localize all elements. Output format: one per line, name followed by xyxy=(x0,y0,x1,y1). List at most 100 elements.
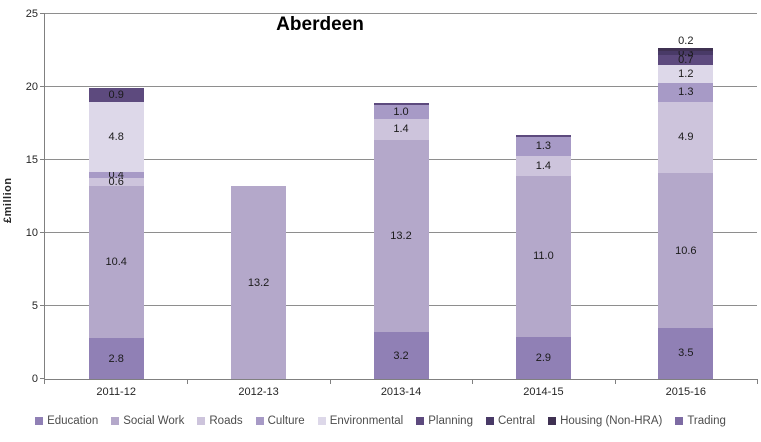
bar-segment xyxy=(658,50,714,55)
legend-item-roads: Roads xyxy=(197,415,243,427)
legend-item-culture: Culture xyxy=(255,415,305,427)
bar-segment xyxy=(658,47,714,51)
data-label: 1.0 xyxy=(393,105,409,118)
legend-item-environmental: Environmental xyxy=(317,415,404,427)
y-axis-tick xyxy=(40,305,45,306)
x-axis-tick xyxy=(187,379,189,384)
x-tick-label: 2012-13 xyxy=(238,386,279,398)
gridline xyxy=(45,13,757,14)
bar-segment xyxy=(515,336,571,379)
x-tick-label: 2013-14 xyxy=(380,386,422,398)
data-label: 13.2 xyxy=(247,276,270,289)
bar-segment xyxy=(515,136,571,156)
legend-item-trading: Trading xyxy=(675,415,726,427)
legend: Education Social Work Roads Culture Environm… xyxy=(0,415,761,427)
y-axis-line xyxy=(44,14,45,379)
bar-segment xyxy=(658,54,714,66)
legend-item-education: Education xyxy=(35,415,98,427)
legend-label: Roads xyxy=(209,415,243,427)
x-axis-tick xyxy=(329,379,331,384)
legend-label: Culture xyxy=(267,415,305,427)
bar-segment xyxy=(373,104,429,120)
x-axis-tick xyxy=(44,379,45,384)
data-label: 0.9 xyxy=(108,89,124,102)
bar-segment xyxy=(373,332,429,379)
data-label: 1.4 xyxy=(393,123,409,136)
data-label: 4.8 xyxy=(108,130,124,143)
data-label: 2.9 xyxy=(535,351,552,364)
data-label: 1.3 xyxy=(678,86,694,99)
data-label: 0.2 xyxy=(678,34,694,47)
y-axis-tick xyxy=(40,159,45,160)
y-tick-label: 20 xyxy=(25,81,38,93)
data-label: 2.8 xyxy=(108,352,124,365)
y-axis-tick xyxy=(40,232,45,233)
x-axis-tick xyxy=(614,379,616,384)
bar-segment xyxy=(88,101,144,172)
x-axis-tick xyxy=(472,379,474,384)
legend-swatch-icon xyxy=(111,417,120,425)
legend-item-housing-non-hra: Housing (Non-HRA) xyxy=(548,415,662,427)
data-label: 1.2 xyxy=(678,67,694,80)
y-tick-label: 5 xyxy=(31,300,38,312)
y-axis-tick xyxy=(40,378,45,379)
data-label: 4.9 xyxy=(678,131,694,144)
x-tick-label: 2011-12 xyxy=(96,386,136,398)
legend-swatch-icon xyxy=(675,417,684,425)
legend-label: Trading xyxy=(687,415,726,427)
legend-item-central: Central xyxy=(485,415,536,427)
bar-segment xyxy=(658,65,714,83)
bar-segment xyxy=(88,171,144,178)
legend-swatch-icon xyxy=(35,417,44,425)
bar-segment xyxy=(658,173,714,328)
legend-label: Education xyxy=(47,415,99,427)
bar-segment xyxy=(88,338,144,379)
legend-item-planning: Planning xyxy=(416,415,473,427)
data-label: 1.3 xyxy=(535,140,552,153)
x-tick-label: 2015-16 xyxy=(665,386,706,398)
bar-segment xyxy=(515,135,571,137)
plot-area: 0 5 10 15 20 25 2011-12 2012-13 2013-14 2014-15 20… xyxy=(26,8,758,398)
x-axis-tick xyxy=(757,379,758,384)
data-label: 10.6 xyxy=(675,244,697,257)
bar-segment xyxy=(373,139,429,333)
data-label: 0.7 xyxy=(678,53,694,66)
data-label: 11.0 xyxy=(533,250,554,263)
bar-segment xyxy=(658,101,714,174)
data-label: 10.4 xyxy=(105,256,127,269)
bar-segment xyxy=(658,327,714,379)
legend-item-social-work: Social Work xyxy=(111,415,184,427)
legend-swatch-icon xyxy=(255,417,264,425)
bar-segment xyxy=(231,186,287,379)
legend-label: Environmental xyxy=(329,415,404,427)
y-axis-tick xyxy=(40,86,45,87)
data-label: 13.2 xyxy=(390,229,412,242)
gridline xyxy=(45,86,757,87)
legend-swatch-icon xyxy=(197,417,206,425)
legend-label: Planning xyxy=(428,415,473,427)
data-label: 3.5 xyxy=(678,347,694,360)
bar-segment xyxy=(515,155,571,177)
bar-segment xyxy=(88,177,144,187)
legend-label: Social Work xyxy=(123,415,185,427)
bar-segment xyxy=(658,82,714,102)
chart-title: Aberdeen xyxy=(276,14,364,35)
legend-swatch-icon xyxy=(416,417,425,425)
legend-label: Central xyxy=(497,415,536,427)
y-tick-label: 15 xyxy=(25,154,38,166)
bar-segment xyxy=(373,103,429,105)
bar-segment xyxy=(515,176,571,337)
y-axis-tick xyxy=(40,13,45,14)
y-tick-label: 25 xyxy=(25,8,38,20)
legend-label: Housing (Non-HRA) xyxy=(560,415,663,427)
legend-swatch-icon xyxy=(548,417,557,425)
bar-segment xyxy=(88,186,144,339)
y-tick-label: 0 xyxy=(31,373,38,385)
legend-swatch-icon xyxy=(317,417,326,425)
legend-swatch-icon xyxy=(485,417,494,425)
bar-segment xyxy=(88,88,144,102)
bar-segment xyxy=(373,119,429,140)
data-label: 3.2 xyxy=(393,349,409,362)
data-label: 0.6 xyxy=(108,175,124,188)
